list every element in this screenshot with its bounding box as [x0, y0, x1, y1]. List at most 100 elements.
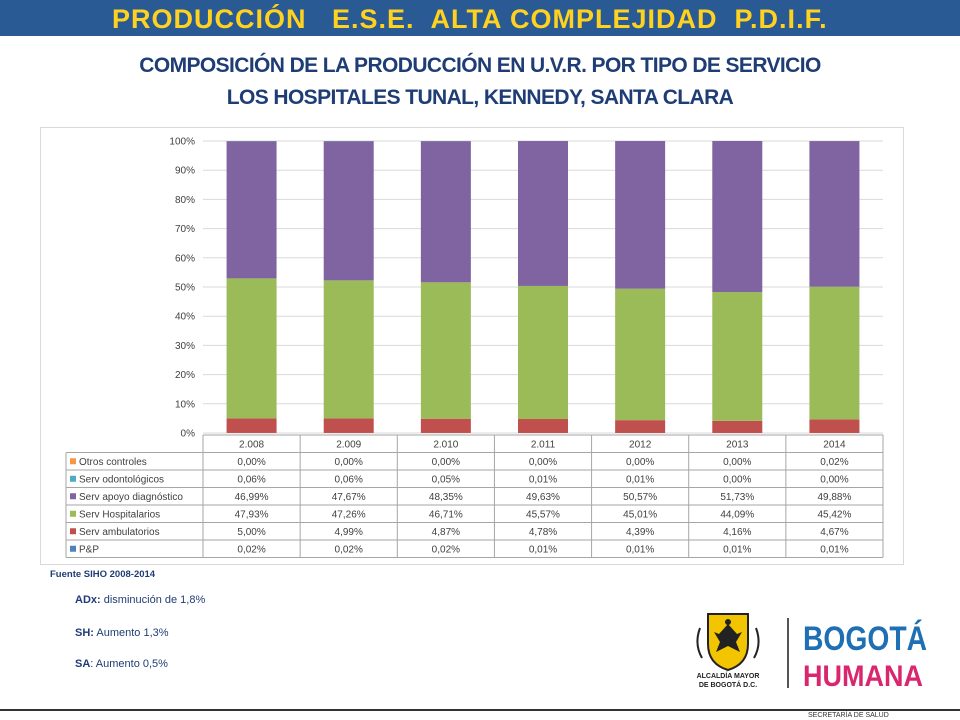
bogota-word: BOGOTÁ	[803, 620, 927, 658]
data-label: 4,99%	[335, 527, 363, 538]
bar-segment	[615, 141, 666, 289]
alcaldia-line-1: ALCALDÍA MAYOR	[696, 673, 760, 680]
data-label: 49,88%	[817, 492, 851, 503]
x-category-label: 2012	[629, 440, 652, 451]
y-tick-label: 0%	[181, 429, 196, 440]
data-label: 4,16%	[723, 527, 751, 538]
chart-heading-line-1: COMPOSICIÓN DE LA PRODUCCIÓN EN U.V.R. P…	[139, 54, 821, 77]
bar-segment	[615, 288, 666, 421]
bar-segment	[809, 419, 860, 433]
data-label: 47,93%	[235, 509, 269, 520]
note-sa: SA: Aumento 0,5%	[75, 658, 168, 670]
data-label: 50,57%	[623, 492, 657, 503]
legend-label: Serv ambulatorios	[79, 527, 160, 538]
note-sa-label: SA	[75, 658, 91, 670]
bar-segment	[323, 141, 374, 281]
y-tick-label: 50%	[175, 283, 195, 294]
y-tick-label: 100%	[169, 137, 195, 148]
data-label: 46,71%	[429, 509, 463, 520]
bar-segment	[420, 141, 471, 283]
data-label: 0,02%	[237, 544, 265, 555]
bar-segment	[323, 418, 374, 433]
data-label: 0,00%	[335, 457, 363, 468]
data-label: 0,02%	[432, 544, 460, 555]
legend-swatch	[70, 475, 76, 482]
logo-divider	[787, 618, 789, 688]
data-label: 45,57%	[526, 509, 560, 520]
chart-heading-line-2: LOS HOSPITALES TUNAL, KENNEDY, SANTA CLA…	[226, 86, 734, 109]
data-label: 0,06%	[335, 474, 363, 485]
chart-container: 0% 10% 20% 30% 40% 50% 60% 70% 80% 90% 100% 2.008 2.…	[40, 127, 904, 565]
note-sh-label: SH:	[75, 627, 94, 639]
note-adx-label: ADx:	[75, 594, 101, 606]
page-title: PRODUCCIÓN E.S.E. ALTA COMPLEJIDAD P.D.I…	[112, 4, 828, 34]
data-label: 0,00%	[626, 457, 654, 468]
bar-segment	[615, 420, 666, 433]
x-category-label: 2.011	[531, 440, 556, 451]
data-label: 0,02%	[335, 544, 363, 555]
y-tick-label: 60%	[175, 253, 195, 264]
title-bar: PRODUCCIÓN E.S.E. ALTA COMPLEJIDAD P.D.I…	[0, 0, 960, 36]
source-note: Fuente SIHO 2008-2014	[50, 569, 156, 580]
data-label: 0,00%	[820, 474, 848, 485]
y-tick-label: 70%	[175, 224, 195, 235]
data-label: 0,00%	[237, 457, 265, 468]
data-label: 0,01%	[626, 544, 654, 555]
y-tick-label: 40%	[175, 312, 195, 323]
bar-segment	[226, 418, 277, 433]
bar-segment	[518, 419, 568, 433]
bar-segment	[226, 141, 277, 279]
y-tick-label: 80%	[175, 195, 195, 206]
bar-segment	[323, 280, 374, 419]
x-category-label: 2.009	[336, 440, 361, 451]
bar-segment	[712, 420, 763, 433]
data-label: 4,78%	[529, 527, 557, 538]
bar-segment	[226, 278, 277, 419]
legend-swatch	[70, 458, 76, 465]
data-label: 46,99%	[235, 492, 269, 503]
bar-segment	[518, 285, 568, 420]
note-sh: SH: Aumento 1,3%	[75, 627, 169, 639]
data-label: 0,02%	[820, 457, 848, 468]
data-label: 51,73%	[720, 492, 754, 503]
bar-segment	[809, 141, 860, 287]
legend-swatch	[70, 510, 76, 517]
data-label: 47,67%	[332, 492, 366, 503]
note-sa-text: : Aumento 0,5%	[90, 658, 168, 670]
data-label: 0,01%	[529, 474, 557, 485]
note-adx-text: disminución de 1,8%	[100, 594, 206, 606]
data-label: 4,39%	[626, 527, 654, 538]
legend-label: Otros controles	[79, 457, 147, 468]
humana-word: HUMANA	[803, 660, 923, 690]
data-label: 45,42%	[817, 509, 851, 520]
data-label: 4,87%	[432, 527, 460, 538]
y-tick-label: 90%	[175, 166, 195, 177]
bar-segment	[712, 292, 763, 421]
data-label: 5,00%	[237, 527, 265, 538]
y-tick-label: 20%	[175, 370, 195, 381]
data-label: 0,00%	[432, 457, 460, 468]
data-label: 0,05%	[432, 474, 460, 485]
data-label: 0,00%	[529, 457, 557, 468]
data-label: 0,06%	[237, 474, 265, 485]
data-label: 0,01%	[723, 544, 751, 555]
data-label: 0,01%	[626, 474, 654, 485]
legend-label: Serv Hospitalarios	[79, 509, 160, 520]
bar-segment	[420, 418, 471, 433]
data-label: 49,63%	[526, 492, 560, 503]
alcaldia-coat-of-arms-logo	[696, 613, 760, 672]
footer-text: SECRETARÍA DE SALUD	[808, 712, 889, 719]
data-label: 0,00%	[723, 457, 751, 468]
data-label: 0,00%	[723, 474, 751, 485]
note-adx: ADx: disminución de 1,8%	[75, 594, 205, 606]
legend-label: Serv odontológicos	[79, 474, 164, 485]
x-category-label: 2.010	[433, 440, 458, 451]
data-label: 45,01%	[623, 509, 657, 520]
legend-label: P&P	[79, 544, 99, 555]
footer-rule	[0, 709, 960, 711]
legend-swatch	[70, 528, 76, 535]
alcaldia-line-2: DE BOGOTÁ D.C.	[698, 682, 758, 689]
bar-segment	[518, 141, 568, 286]
y-tick-label: 10%	[175, 399, 195, 410]
bar-segment	[712, 141, 763, 293]
